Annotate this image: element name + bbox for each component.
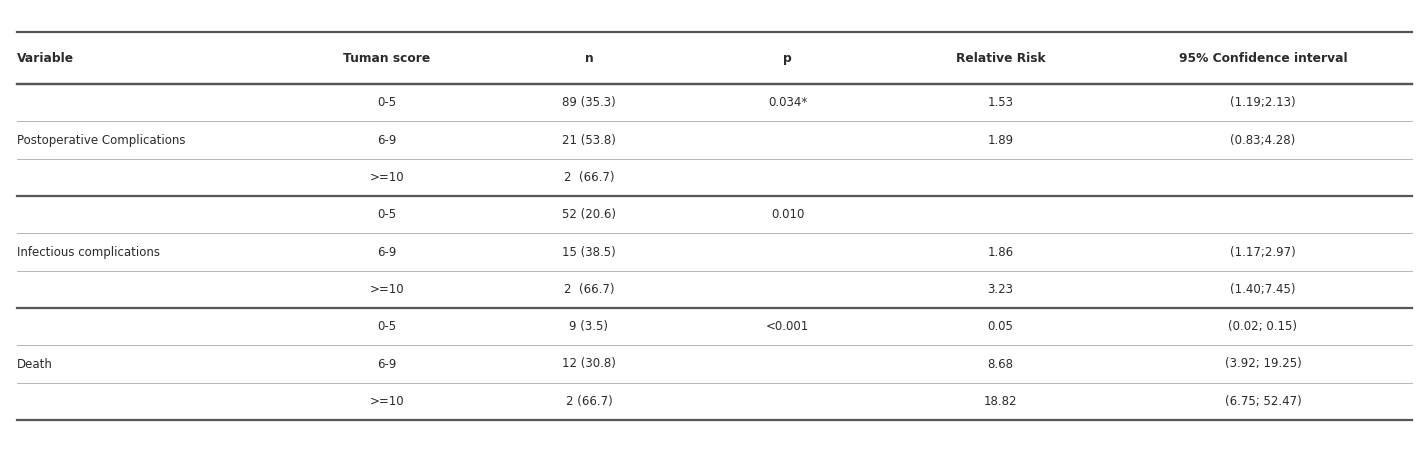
Text: 8.68: 8.68 xyxy=(988,358,1013,370)
Text: 21 (53.8): 21 (53.8) xyxy=(562,134,616,147)
Text: 89 (35.3): 89 (35.3) xyxy=(562,96,616,109)
Text: 2  (66.7): 2 (66.7) xyxy=(563,283,614,296)
Text: Relative Risk: Relative Risk xyxy=(955,51,1046,65)
Text: 6-9: 6-9 xyxy=(377,134,396,147)
Text: 9 (3.5): 9 (3.5) xyxy=(569,320,609,333)
Text: 6-9: 6-9 xyxy=(377,358,396,370)
Text: Tuman score: Tuman score xyxy=(343,51,430,65)
Text: 52 (20.6): 52 (20.6) xyxy=(562,208,616,221)
Text: (1.19;2.13): (1.19;2.13) xyxy=(1230,96,1296,109)
Text: 0-5: 0-5 xyxy=(377,320,396,333)
Text: 0.010: 0.010 xyxy=(771,208,805,221)
Text: 0-5: 0-5 xyxy=(377,96,396,109)
Text: 12 (30.8): 12 (30.8) xyxy=(562,358,616,370)
Text: (3.92; 19.25): (3.92; 19.25) xyxy=(1225,358,1301,370)
Text: n: n xyxy=(585,51,593,65)
Text: Postoperative Complications: Postoperative Complications xyxy=(17,134,186,147)
Text: 0.05: 0.05 xyxy=(988,320,1013,333)
Text: Variable: Variable xyxy=(17,51,74,65)
Text: >=10: >=10 xyxy=(369,283,404,296)
Text: 1.89: 1.89 xyxy=(988,134,1013,147)
Text: 95% Confidence interval: 95% Confidence interval xyxy=(1179,51,1347,65)
Text: Infectious complications: Infectious complications xyxy=(17,246,160,258)
Text: 2  (66.7): 2 (66.7) xyxy=(563,171,614,184)
Text: Death: Death xyxy=(17,358,53,370)
Text: >=10: >=10 xyxy=(369,395,404,408)
Text: 2 (66.7): 2 (66.7) xyxy=(566,395,612,408)
Text: p: p xyxy=(783,51,792,65)
Text: (1.17;2.97): (1.17;2.97) xyxy=(1230,246,1296,258)
Text: 18.82: 18.82 xyxy=(983,395,1017,408)
Text: 3.23: 3.23 xyxy=(988,283,1013,296)
Text: 0-5: 0-5 xyxy=(377,208,396,221)
Text: (6.75; 52.47): (6.75; 52.47) xyxy=(1225,395,1301,408)
Text: >=10: >=10 xyxy=(369,171,404,184)
Text: 15 (38.5): 15 (38.5) xyxy=(562,246,616,258)
Text: (0.83;4.28): (0.83;4.28) xyxy=(1230,134,1296,147)
Text: 0.034*: 0.034* xyxy=(768,96,807,109)
Text: (1.40;7.45): (1.40;7.45) xyxy=(1230,283,1296,296)
Text: 1.53: 1.53 xyxy=(988,96,1013,109)
Text: 1.86: 1.86 xyxy=(988,246,1013,258)
Text: (0.02; 0.15): (0.02; 0.15) xyxy=(1229,320,1297,333)
Text: 6-9: 6-9 xyxy=(377,246,396,258)
Text: <0.001: <0.001 xyxy=(766,320,809,333)
